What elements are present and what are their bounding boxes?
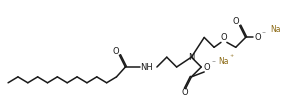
Text: O: O — [220, 33, 227, 42]
Text: O: O — [181, 88, 188, 97]
Text: N: N — [188, 53, 195, 62]
Text: Na: Na — [219, 57, 229, 66]
Text: O: O — [112, 47, 119, 56]
Text: O: O — [204, 63, 211, 72]
Text: ⁻: ⁻ — [261, 29, 266, 38]
Text: ⁻: ⁻ — [211, 59, 215, 68]
Text: NH: NH — [140, 63, 152, 72]
Text: ⁺: ⁺ — [230, 53, 234, 62]
Text: O: O — [254, 33, 261, 42]
Text: Na: Na — [270, 25, 280, 34]
Text: O: O — [232, 17, 239, 26]
